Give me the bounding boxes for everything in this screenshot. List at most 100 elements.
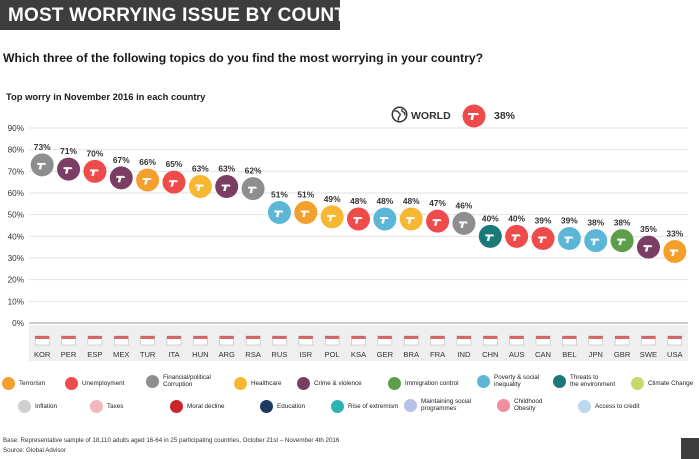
country-label: RSA [245,350,262,359]
value-label: 51% [271,190,288,200]
y-tick-label: 0% [12,319,24,328]
country-label: GBR [614,350,631,359]
value-label: 47% [429,198,446,208]
legend-item: Threats to the environment [553,374,615,388]
topic-glyph-icon [485,234,495,241]
country-label: RUS [271,350,287,359]
legend-icon [2,377,15,390]
country-label: JPN [589,350,603,359]
country-label: ITA [168,350,180,359]
country-flag-band [588,336,603,339]
country-label: HUN [192,350,208,359]
country-label: CAN [535,350,551,359]
legend-item: Access to credit [578,400,639,413]
legend-icon [477,374,490,388]
y-tick-label: 80% [8,146,24,155]
value-label: 70% [87,148,104,158]
legend-label: Rise of extremism [348,403,399,410]
legend-item: Immigration control [388,377,459,390]
legend-item: Climate Change [631,377,693,390]
country-label: KOR [34,350,51,359]
world-label: WORLD [411,110,451,122]
legend-item: Terrorism [2,377,45,390]
country-flag-band [404,336,419,339]
legend-item: Maintaining social programmes [404,398,471,412]
topic-glyph-icon [63,167,73,174]
topic-glyph-icon [142,178,152,185]
legend-label: Threats to the environment [570,374,616,388]
value-label: 66% [139,157,156,167]
legend-item: Moral decline [170,400,224,413]
value-label: 48% [350,196,367,206]
country-flag-band [615,336,630,339]
y-tick-label: 10% [8,297,24,306]
legend-label: Maintaining social programmes [421,398,472,412]
legend-label: Taxes [107,403,124,410]
country-label: TUR [140,350,156,359]
legend-icon [553,374,566,388]
legend-label: Financial/political Corruption [163,374,211,388]
brand-tab [681,438,699,459]
value-label: 33% [666,229,683,239]
legend-label: Moral decline [187,403,225,410]
legend-label: Unemployment [82,380,125,387]
legend-label: Childhood Obesity [514,398,543,412]
footnote-base: Base: Representative sample of 18,110 ad… [3,437,340,444]
value-label: 48% [403,196,420,206]
country-label: PER [61,350,77,359]
topic-bubble [478,224,502,248]
topic-glyph-icon [274,210,284,217]
country-label: USA [667,350,684,359]
topic-glyph-icon [511,234,521,241]
legend-item: Poverty & social inequality [477,374,539,388]
topic-glyph-icon [538,236,548,243]
legend-item: Childhood Obesity [497,398,542,412]
legend-icon [18,400,31,413]
value-label: 39% [561,216,578,226]
y-tick-label: 40% [8,232,24,241]
legend-label: Crime & violence [314,380,362,387]
topic-glyph-icon [669,249,679,256]
y-tick-label: 50% [8,211,24,220]
value-label: 63% [218,164,235,174]
value-label: 40% [508,213,525,223]
value-label: 35% [640,224,657,234]
country-flag-band [536,336,551,339]
country-flag-band [483,336,498,339]
y-tick-label: 70% [8,167,24,176]
topic-glyph-icon [116,175,126,183]
legend-item: Inflation [18,400,57,413]
country-label: POL [325,350,340,359]
value-label: 71% [60,146,77,156]
country-label: GER [377,350,394,359]
legend-item: Rise of extremism [331,400,398,413]
country-flag-band [456,336,471,339]
legend-item: Financial/political Corruption [146,374,211,388]
topic-glyph-icon [458,221,468,228]
country-flag-band [166,336,181,339]
value-label: 63% [192,164,209,174]
chart-subtitle: Top worry in November 2016 in each count… [6,91,206,102]
legend-item: Unemployment [65,377,124,390]
legend-icon [331,400,344,413]
country-flag-band [61,336,76,339]
country-flag-band [641,336,656,339]
country-flag-band [87,336,102,339]
country-label: AUS [509,350,525,359]
legend-item: Healthcare [234,377,281,390]
country-label: KSA [351,350,367,359]
legend-icon [65,377,78,390]
country-flag-band [246,336,261,339]
value-label: 49% [324,194,341,204]
legend-icon [578,400,591,413]
topic-glyph-icon [379,217,389,224]
worry-chart: 0% 10% 20% 30% 40% 50% 60% 70% 80% 90% 73% KOR 71% PE… [8,124,688,361]
legend-label: Access to credit [595,403,640,410]
country-label: BEL [562,350,576,359]
legend-icon [297,377,310,390]
country-flag-band [140,336,155,339]
survey-question: Which three of the following topics do y… [3,51,484,65]
value-label: 62% [245,166,262,176]
topic-bubble [57,157,81,181]
country-label: ESP [87,350,102,359]
